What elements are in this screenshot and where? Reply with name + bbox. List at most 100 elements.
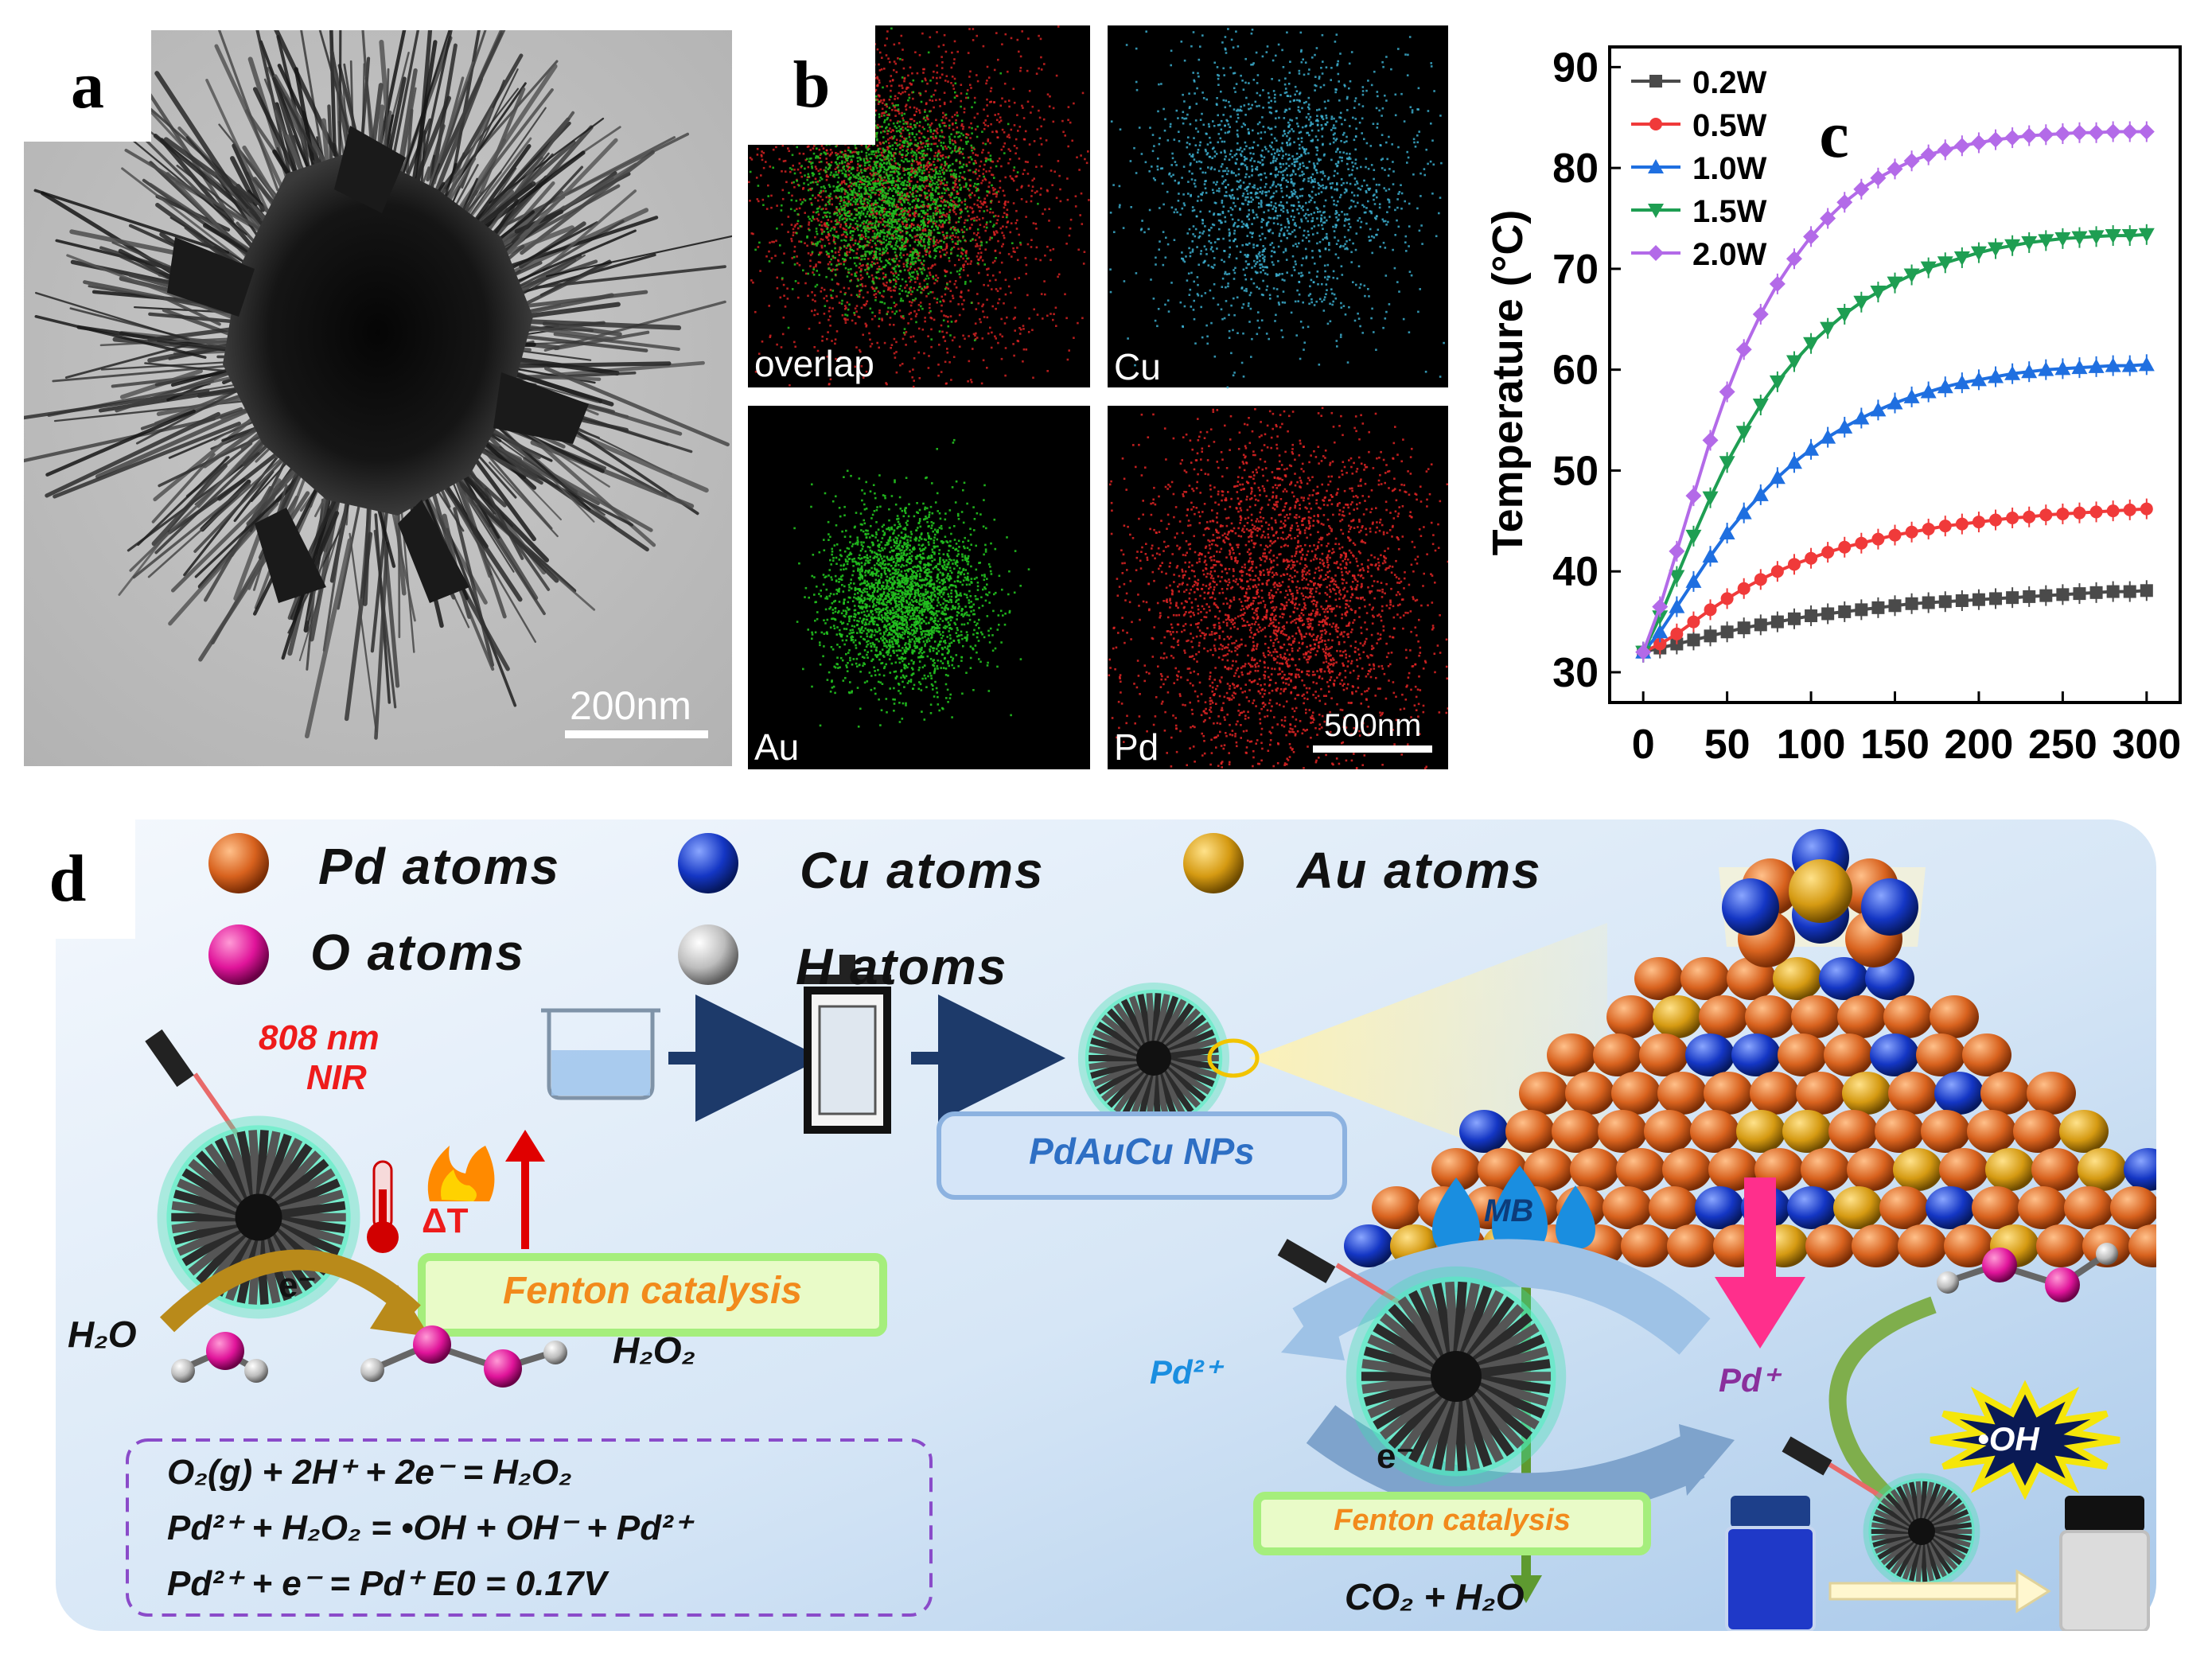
legend-pd-label: Pd atoms [318,838,561,895]
legend-label: 0.2W [1692,65,1767,100]
data-point [2089,505,2103,519]
beaker-icon [541,1008,660,1100]
data-point [1855,536,1868,550]
data-point [1685,529,1702,544]
x-tick-label: 300 [2112,722,2181,768]
data-point [1735,504,1752,520]
data-point [2006,512,2019,525]
x-tick-label: 100 [1777,722,1846,768]
data-point [1903,268,1920,283]
data-point [2140,584,2153,597]
data-point [1938,520,1952,533]
pd2-label: Pd²⁺ [1150,1353,1221,1391]
data-point [1820,429,1836,444]
data-point [1635,644,1652,660]
data-point [2006,591,2019,605]
data-point [2038,126,2054,143]
data-point [2105,123,2121,140]
legend-label: 1.5W [1692,194,1767,229]
data-point [1972,516,1985,529]
equation-3: Pd²⁺ + e⁻ = Pd⁺ E0 = 0.17V [167,1564,607,1603]
data-point [2023,510,2036,524]
electron-label-2: e⁻ [1377,1437,1415,1476]
eds-label-pd: Pd [1114,726,1159,768]
pdaucu-nps-label: PdAuCu NPs [1029,1131,1255,1172]
y-tick-label: 50 [1552,448,1599,494]
legend-pd-atom-icon [208,833,269,893]
data-point [2054,360,2071,376]
data-point [2073,587,2086,601]
data-point [2138,123,2155,140]
data-point [1648,204,1664,218]
mb-label: MB [1484,1193,1534,1228]
data-point [1970,372,1987,387]
data-point [1669,598,1685,613]
data-point [1687,615,1700,629]
x-tick-label: 250 [2028,722,2097,768]
fenton-catalysis-box [1253,1492,1651,1555]
data-point [1887,161,1903,177]
eds-scale-label: 500nm [1324,708,1422,743]
cycle-arc-top [1292,1239,1711,1355]
data-point [1988,368,2004,383]
fenton-catalysis-box [418,1253,887,1337]
data-point [2056,507,2070,520]
data-point [1855,603,1868,617]
data-point [1653,637,1667,651]
eds-label-au: Au [754,726,800,768]
data-point [1937,256,1953,271]
data-point [1687,633,1700,647]
data-point [1702,432,1719,449]
temperature-chart: 0 50 100 150 200 250 300 30 40 50 60 70 80 90 0.2W 0.5… [1552,45,2182,768]
data-point [1887,395,1903,410]
data-point [2123,585,2136,598]
data-point [1972,593,1985,606]
data-point [2039,589,2053,602]
data-point [2138,356,2155,372]
x-tick-label: 200 [1945,722,2014,768]
data-point [2054,232,2071,247]
data-point [1752,306,1769,322]
data-point [1953,251,1970,266]
data-point [1838,540,1852,554]
h2o-molecule [171,1332,268,1383]
fire-icon [427,1146,495,1201]
data-point [2021,235,2038,251]
tem-scale-label: 200nm [570,683,691,728]
data-point [2106,504,2120,518]
panel-c: 0 50 100 150 200 250 300 30 40 50 60 70 80 90 0.2W 0.5… [1464,24,2196,788]
schematic [56,819,2156,1631]
data-point [2004,365,2021,380]
data-point [1652,624,1669,639]
panel-d: d Pd atoms Cu atoms Au atoms O atoms H a… [0,819,2156,1631]
data-point [1735,426,1752,441]
data-point [1803,228,1820,245]
data-point [1989,513,2003,527]
data-point [2021,364,2038,379]
data-point [2039,508,2053,522]
data-point [1853,410,1870,425]
legend-label: 2.0W [1692,237,1767,272]
data-point [2004,239,2021,254]
data-point [1805,551,1818,565]
data-point [2089,586,2103,599]
data-point [1820,210,1836,227]
data-point [1720,592,1734,605]
data-point [2023,590,2036,603]
y-tick-label: 80 [1552,146,1599,192]
data-point [1737,621,1751,635]
data-point [1702,491,1719,506]
nanoparticle-icon [1346,1266,1567,1487]
clear-vial-icon [2059,1496,2150,1631]
pd-plus-label: Pd⁺ [1719,1361,1779,1399]
data-point [1838,605,1852,618]
data-point [1871,601,1885,614]
h2o-label: H₂O [68,1314,137,1355]
data-point [1649,118,1662,130]
nanoparticle-icon [1077,982,1230,1135]
data-point [2071,360,2088,375]
legend-au-atom-icon [1183,833,1244,893]
fenton-catalysis-label-2: Fenton catalysis [1334,1504,1571,1537]
pdaucu-lattice [1344,957,2156,1267]
electron-transfer-arrow [159,1249,421,1333]
